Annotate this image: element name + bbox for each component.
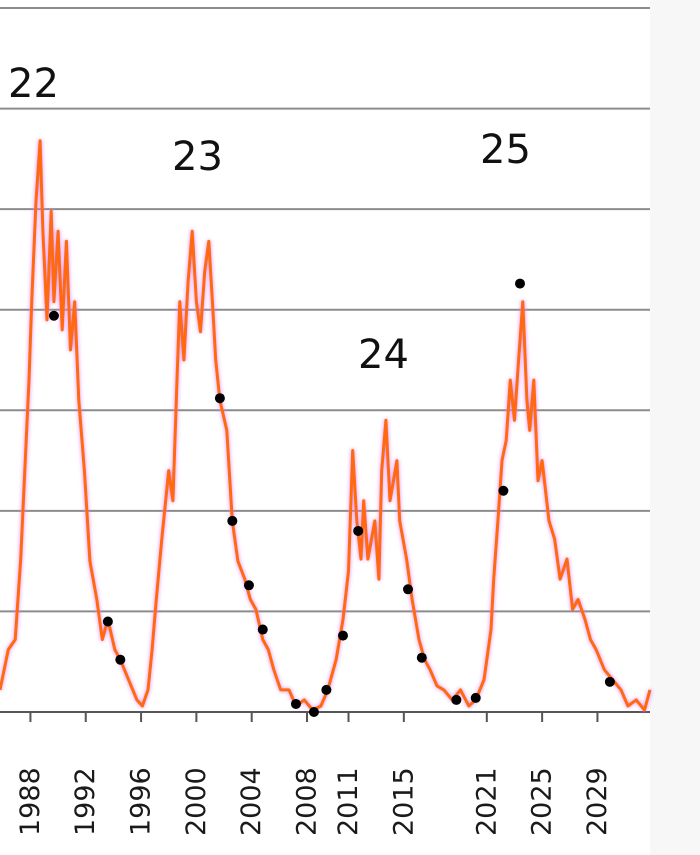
data-point bbox=[337, 630, 348, 641]
data-point bbox=[402, 584, 413, 595]
x-tick-label: 1988 bbox=[15, 767, 46, 836]
data-point bbox=[604, 676, 615, 687]
data-point bbox=[290, 698, 301, 709]
data-point bbox=[227, 515, 238, 526]
cycle-label: 23 bbox=[172, 134, 223, 180]
x-tick-label: 2008 bbox=[292, 767, 323, 836]
data-point bbox=[102, 616, 113, 627]
x-tick-label: 2000 bbox=[181, 767, 212, 836]
data-line bbox=[0, 139, 652, 712]
data-point bbox=[451, 694, 462, 705]
labels: 22 23 24 25 1988 1992 1996 2000 2004 2008 2011… bbox=[8, 61, 613, 836]
data-point bbox=[498, 485, 509, 496]
grid bbox=[0, 7, 650, 722]
x-tick-label: 2021 bbox=[471, 767, 502, 836]
data-point bbox=[243, 580, 254, 591]
x-tick-label: 2029 bbox=[582, 767, 613, 836]
data-point bbox=[321, 684, 332, 695]
data-point bbox=[308, 707, 319, 717]
data-point bbox=[353, 525, 364, 536]
data-point bbox=[470, 692, 481, 703]
data-point bbox=[416, 652, 427, 663]
cycle-label: 24 bbox=[358, 332, 409, 378]
x-tick-label: 2011 bbox=[333, 767, 364, 836]
right-margin bbox=[650, 0, 700, 855]
x-tick-label: 1996 bbox=[126, 767, 157, 836]
x-tick-label: 2015 bbox=[388, 767, 419, 836]
cycle-label: 22 bbox=[8, 61, 59, 107]
data-point bbox=[257, 624, 268, 635]
data-point bbox=[214, 393, 225, 404]
x-tick-label: 2025 bbox=[527, 767, 558, 836]
data-point bbox=[48, 310, 59, 321]
plot-area bbox=[0, 139, 652, 717]
x-tick-label: 2004 bbox=[236, 767, 267, 836]
cycle-label: 25 bbox=[480, 127, 531, 173]
data-point bbox=[115, 654, 126, 665]
data-point bbox=[515, 278, 525, 289]
x-tick-label: 1992 bbox=[70, 767, 101, 836]
